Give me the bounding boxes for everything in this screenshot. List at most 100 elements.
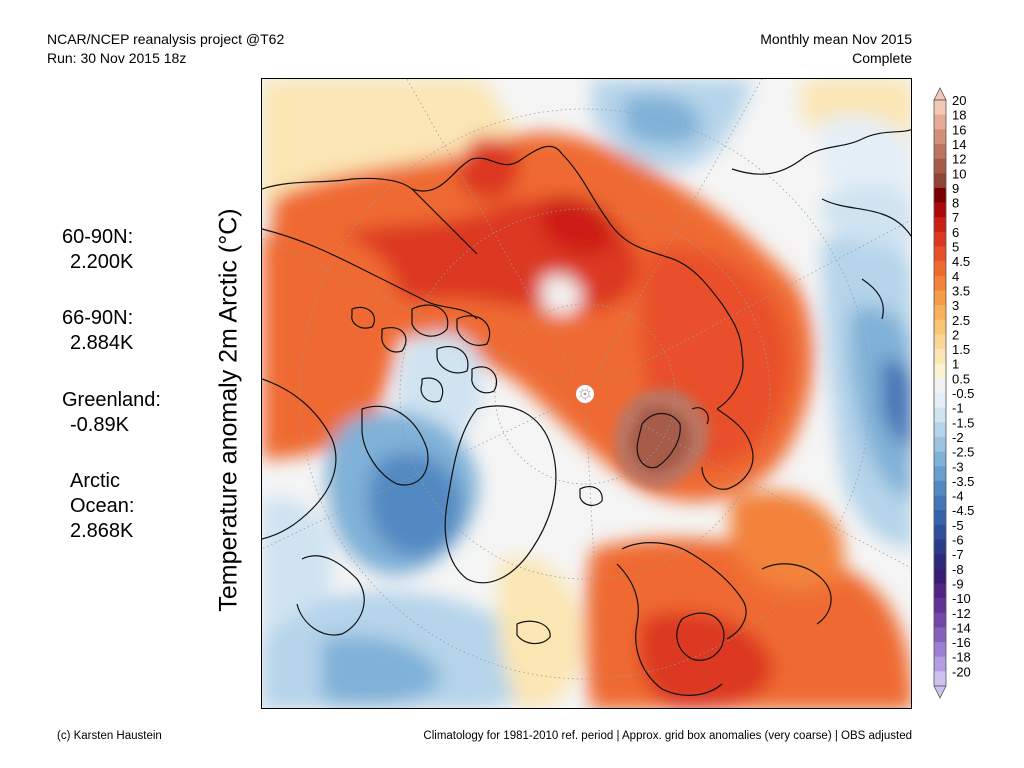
colorbar-tick-label: 6 [952,225,959,240]
colorbar-tick-label: -2 [952,430,964,445]
header-status: Complete [852,50,912,66]
colorbar-tick-label: 10 [952,166,966,181]
colorbar-tick-label: -12 [952,606,971,621]
colorbar-swatch [934,627,946,643]
colorbar-tick-label: -1.5 [952,415,974,430]
anomaly-fields [262,79,911,708]
header-run: Run: 30 Nov 2015 18z [47,50,187,66]
colorbar-swatch [934,129,946,145]
colorbar-tick-label: -3.5 [952,474,974,489]
header-period: Monthly mean Nov 2015 [760,31,912,47]
colorbar-swatch [934,393,946,408]
colorbar-tick-label: -5 [952,518,964,533]
colorbar-cap-top [933,87,947,101]
colorbar-swatch [934,451,946,467]
colorbar-tick-label: -16 [952,635,971,650]
stat-66-90n: 66-90N: 2.884K [62,306,133,356]
colorbar-tick-label: -2.5 [952,445,974,460]
colorbar-swatch [934,305,946,321]
colorbar-swatch [934,554,946,570]
colorbar-tick-label: 2.5 [952,313,970,328]
colorbar-swatch [934,261,946,277]
colorbar-tick-label: 20 [952,93,966,108]
header-title: NCAR/NCEP reanalysis project @T62 [47,31,285,47]
colorbar-swatch [934,598,946,614]
colorbar-swatch [934,436,946,452]
colorbar-swatch [934,466,946,482]
colorbar-tick-label: 4 [952,269,959,284]
stat-greenland: Greenland: -0.89K [62,388,161,438]
colorbar-swatch [934,217,946,233]
header-left: NCAR/NCEP reanalysis project @T62 Run: 3… [47,30,284,68]
colorbar-tick-label: -3 [952,459,964,474]
colorbar-tick-label: 9 [952,181,959,196]
map-canvas [262,79,911,708]
footer-note: Climatology for 1981-2010 ref. period | … [423,730,912,742]
colorbar-tick-label: -18 [952,650,971,665]
colorbar-tick-label: 16 [952,122,966,137]
colorbar-tick-label: -1 [952,401,964,416]
colorbar-swatch [934,363,946,379]
colorbar: 20 18 16 14 12 10 9 8 7 6 5 4.5 4 3.5 3 2.5 2 1.5 1 0.5 -0.5… [930,87,1010,699]
colorbar-swatch [934,202,946,218]
colorbar-swatch [934,671,946,687]
vertical-title: Temperature anomaly 2m Arctic (°C) [214,208,243,612]
colorbar-swatch [934,158,946,174]
colorbar-tick-label: 0.5 [952,371,970,386]
colorbar-swatch [934,349,946,364]
stat-value: 2.868K [70,520,134,542]
colorbar-svg: 201816141210987654.543.532.521.510.5-0.5… [933,87,974,699]
colorbar-swatch [934,114,946,130]
colorbar-tick-label: 3.5 [952,283,970,298]
stat-value: 2.200K [70,251,134,273]
colorbar-tick-label: -14 [952,620,971,635]
stat-60-90n: 60-90N: 2.200K [62,225,133,275]
colorbar-swatch [934,656,946,672]
colorbar-tick-label: -7 [952,547,964,562]
stat-value: -0.89K [70,414,129,436]
colorbar-tick-label: -20 [952,664,971,679]
colorbar-swatch [934,231,946,247]
colorbar-swatch [934,642,946,657]
colorbar-swatch [934,173,946,189]
stat-arctic-ocean: Arctic Ocean: 2.868K [70,469,134,544]
colorbar-tick-label: -4.5 [952,503,974,518]
colorbar-tick-label: 14 [952,137,966,152]
colorbar-swatch [934,422,946,438]
stat-label: 66-90N: [62,307,134,329]
colorbar-swatch [934,334,946,350]
colorbar-swatch [934,100,946,115]
stat-label: Arctic [70,470,120,492]
colorbar-swatch [934,290,946,306]
colorbar-swatch [934,143,946,159]
colorbar-tick-label: 18 [952,108,966,123]
stat-label: 60-90N: [62,226,134,248]
colorbar-cap-bottom [933,685,947,699]
colorbar-tick-label: -10 [952,591,971,606]
colorbar-swatch [934,319,946,335]
colorbar-swatch [934,524,946,540]
colorbar-swatch [934,495,946,511]
hotspot-kara [613,388,710,489]
colorbar-tick-label: 1.5 [952,342,970,357]
colorbar-swatch [934,407,946,423]
coastlines [262,129,911,696]
anomaly-map [261,78,912,709]
colorbar-swatch [934,612,946,628]
colorbar-tick-label: 4.5 [952,254,970,269]
colorbar-tick-label: -9 [952,576,964,591]
colorbar-tick-label: 12 [952,152,966,167]
colorbar-tick-label: 3 [952,298,959,313]
colorbar-swatch [934,539,946,555]
colorbar-swatch [934,275,946,291]
colorbar-swatch [934,378,946,394]
colorbar-swatch [934,568,946,584]
header-right: Monthly mean Nov 2015 Complete [760,30,912,68]
colorbar-tick-label: 7 [952,210,959,225]
colorbar-swatch [934,510,946,526]
colorbar-tick-label: 2 [952,327,959,342]
colorbar-tick-label: -8 [952,562,964,577]
colorbar-tick-label: 1 [952,357,959,372]
stat-label: Ocean: [70,495,135,517]
colorbar-tick-label: 8 [952,196,959,211]
